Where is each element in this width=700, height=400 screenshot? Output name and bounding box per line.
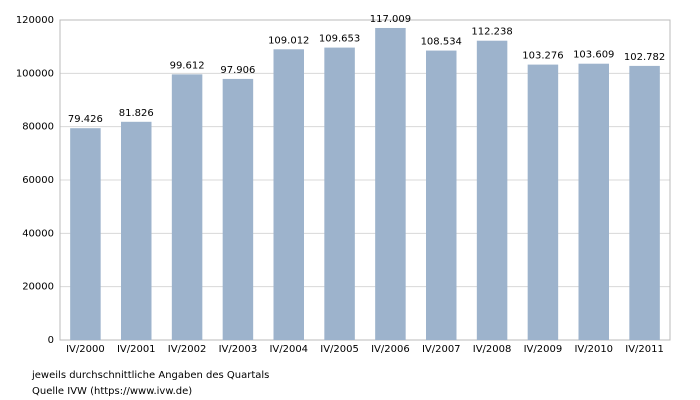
x-tick-label: IV/2004 [269,344,308,355]
x-tick-label: IV/2009 [524,344,563,355]
value-label: 117.009 [370,14,411,25]
bar [476,40,508,340]
x-tick-label: IV/2000 [66,344,105,355]
plot-frame [59,19,671,341]
bar [222,78,254,341]
y-tick-label: 100000 [16,68,54,79]
x-tick-label: IV/2007 [422,344,461,355]
y-tick-label: 80000 [22,122,54,133]
bar [578,63,609,341]
y-tick-label: 0 [48,335,54,346]
value-label: 79.426 [68,114,103,125]
x-tick-label: IV/2008 [473,344,512,355]
note: Quelle IVW (https://www.ivw.de) [32,386,192,397]
value-label: 112.238 [471,27,512,38]
x-tick-label: IV/2006 [371,344,410,355]
value-label: 109.653 [319,34,360,45]
y-tick-label: 20000 [22,282,54,293]
bar [70,128,101,340]
value-label: 103.276 [522,51,563,62]
note: jeweils durchschnittliche Angaben des Qu… [31,370,269,381]
x-tick-label: IV/2002 [168,344,207,355]
bar [426,50,457,341]
value-label: 81.826 [119,108,154,119]
y-tick-label: 40000 [22,228,54,239]
bar [273,49,304,341]
x-tick-label: IV/2003 [219,344,258,355]
bar [121,121,152,340]
bar [375,27,406,340]
value-label: 97.906 [220,65,255,76]
y-tick-label: 120000 [16,15,54,26]
x-tick-label: IV/2001 [117,344,156,355]
x-tick-label: IV/2011 [625,344,664,355]
value-label: 103.609 [573,50,614,61]
bar [171,74,203,341]
bar [324,47,355,340]
value-label: 108.534 [421,37,462,48]
value-label: 99.612 [170,60,205,71]
bar [527,64,559,340]
x-tick-label: IV/2005 [320,344,359,355]
x-tick-label: IV/2010 [574,344,613,355]
value-label: 109.012 [268,35,309,46]
bar [629,65,660,340]
value-label: 102.782 [624,52,665,63]
y-tick-label: 60000 [22,175,54,186]
